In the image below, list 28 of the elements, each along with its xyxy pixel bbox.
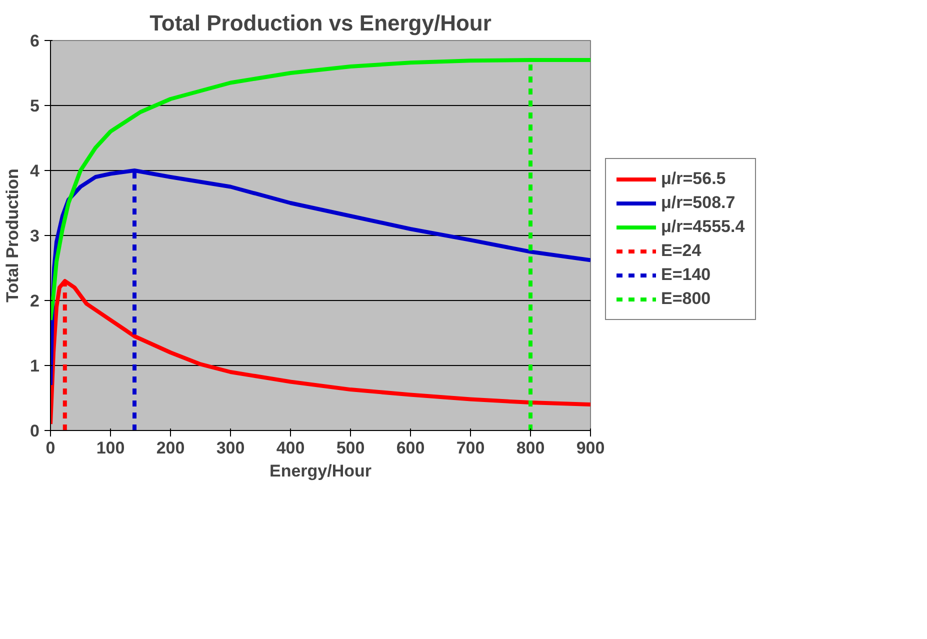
y-tick-label: 4 [30, 162, 40, 180]
legend-label: E=140 [661, 265, 711, 285]
x-tick-label: 400 [276, 438, 305, 458]
legend-label: μ/r=56.5 [661, 169, 726, 189]
x-tick-label: 0 [46, 438, 56, 458]
line-series [50, 58, 590, 322]
y-tick-label: 2 [30, 292, 40, 310]
legend-label: E=800 [661, 289, 711, 309]
x-tick-label: 900 [576, 438, 605, 458]
y-axis-title: Total Production [3, 168, 22, 302]
y-tick-label: 0 [30, 422, 40, 440]
y-tick-label: 1 [30, 356, 40, 376]
x-tick-label: 600 [396, 438, 425, 458]
x-axis-title: Energy/Hour [269, 462, 372, 480]
x-tick-label: 300 [216, 438, 245, 458]
x-tick-label: 200 [156, 438, 185, 458]
x-tick-label: 800 [516, 438, 545, 458]
line-series [50, 279, 590, 426]
legend-label: E=24 [661, 241, 702, 261]
x-tick-label: 500 [336, 438, 365, 458]
legend-label: μ/r=4555.4 [661, 217, 745, 237]
x-tick-label: 100 [96, 438, 125, 458]
x-tick-label: 700 [456, 438, 485, 458]
legend-label: μ/r=508.7 [661, 193, 736, 213]
y-tick-label: 5 [30, 96, 40, 116]
y-tick-label: 3 [30, 226, 40, 246]
chart-title: Total Production vs Energy/Hour [150, 10, 492, 36]
y-tick-label: 6 [30, 32, 40, 50]
